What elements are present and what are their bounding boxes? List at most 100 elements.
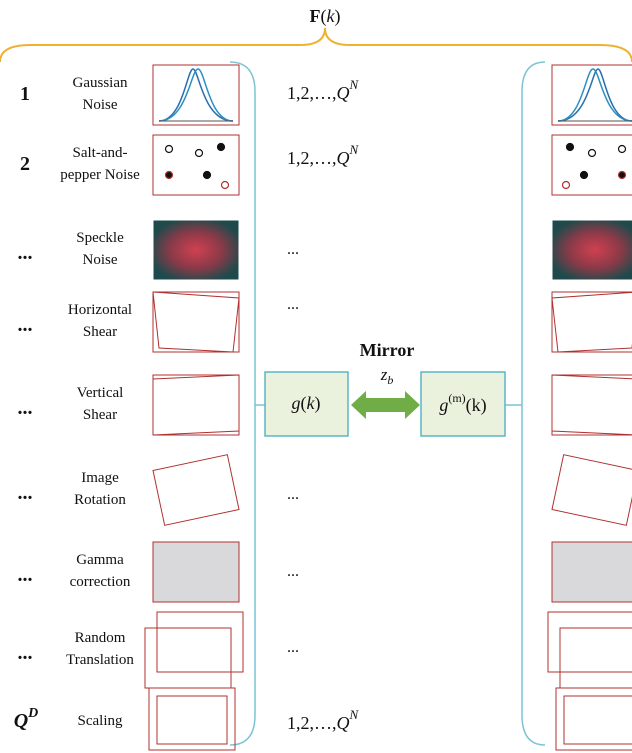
- thumb-frame: [552, 292, 632, 352]
- diagram: F(k)Mirrorzbg(k)g(m)(k)1GaussianNoise1,2…: [0, 0, 632, 753]
- thumbnail: [153, 375, 239, 435]
- text-part: ...: [287, 296, 299, 313]
- row-range: ...: [287, 563, 299, 580]
- text-part: 1,2,…,: [287, 713, 337, 733]
- text-part: Horizontal: [68, 302, 132, 318]
- thumb-frame: [153, 542, 239, 602]
- text-part: N: [349, 707, 360, 722]
- dot: [567, 144, 574, 151]
- text-part: 2: [20, 153, 30, 175]
- text-part: (m): [448, 391, 465, 405]
- text-part: N: [349, 77, 360, 92]
- text-part: b: [387, 373, 393, 387]
- thumb-frame: [149, 688, 235, 750]
- text-part: Random: [75, 630, 126, 646]
- thumbnail: [153, 292, 239, 352]
- text-part: ...: [287, 241, 299, 258]
- text-part: ...: [18, 397, 33, 419]
- g-label: g(k): [292, 393, 321, 414]
- dot: [222, 182, 229, 189]
- row-name: Image: [81, 470, 119, 486]
- dot: [589, 150, 596, 157]
- text-part: Gaussian: [73, 75, 128, 91]
- text-part: ...: [18, 642, 33, 664]
- thumb-frame: [153, 220, 239, 280]
- row-index: ...: [18, 564, 33, 586]
- rotated: [153, 455, 239, 526]
- text-part: Noise: [83, 252, 118, 268]
- dot: [218, 144, 225, 151]
- thumbnail-mirror: [552, 135, 632, 195]
- text-part: g: [439, 395, 448, 415]
- text-part: Mirror: [360, 340, 415, 360]
- dot: [619, 146, 626, 153]
- row-name: Salt-and-: [73, 145, 128, 161]
- text-part: Shear: [83, 407, 117, 423]
- thumbnail: [149, 688, 235, 750]
- text-part: ...: [287, 486, 299, 503]
- thumb-frame: [153, 292, 239, 352]
- thumb-frame: [552, 375, 632, 435]
- row-name: Gaussian: [73, 75, 128, 91]
- top-brace: [0, 28, 632, 62]
- text-part: Image: [81, 470, 119, 486]
- thumbnail: [153, 455, 239, 526]
- row-index: ...: [18, 397, 33, 419]
- thumbnail-mirror: [556, 688, 632, 750]
- row-index: ...: [18, 314, 33, 336]
- row-name: Scaling: [78, 713, 123, 729]
- row-range: ...: [287, 486, 299, 503]
- text-part: Q: [337, 83, 350, 103]
- text-part: ): [335, 6, 341, 27]
- row-index: ...: [18, 482, 33, 504]
- dot: [166, 146, 173, 153]
- text-part: Scaling: [78, 713, 123, 729]
- thumbnail-mirror: [552, 220, 632, 280]
- row-name: Shear: [83, 324, 117, 340]
- text-part: correction: [70, 574, 131, 590]
- text-part: Noise: [83, 97, 118, 113]
- row-name: Horizontal: [68, 302, 132, 318]
- thumb-frame: [556, 688, 632, 750]
- latent-label: zb: [380, 365, 394, 387]
- row-name: Noise: [83, 97, 118, 113]
- row-index: ...: [18, 642, 33, 664]
- text-part: Q: [337, 713, 350, 733]
- text-part: Speckle: [76, 230, 124, 246]
- row-index: 2: [20, 153, 30, 175]
- thumbnail: [145, 612, 243, 688]
- row-name: Vertical: [77, 385, 124, 401]
- scaled: [564, 696, 632, 744]
- text-part: ...: [18, 482, 33, 504]
- dot: [204, 172, 211, 179]
- text-part: Vertical: [77, 385, 124, 401]
- row-index: ...: [18, 242, 33, 264]
- row-name: Shear: [83, 407, 117, 423]
- thumbnail: [153, 65, 239, 125]
- translated: [548, 612, 632, 672]
- thumbnail-mirror: [548, 612, 632, 688]
- row-range: 1,2,…,QN: [287, 707, 360, 733]
- thumb-frame: [552, 542, 632, 602]
- scaled: [157, 696, 227, 744]
- text-part: ...: [18, 564, 33, 586]
- thumbnail-mirror: [552, 542, 632, 602]
- thumbnail-mirror: [552, 455, 632, 526]
- text-part: N: [349, 142, 360, 157]
- dot: [619, 172, 626, 179]
- double-arrow: [351, 391, 420, 419]
- translated: [157, 612, 243, 672]
- text-part: ...: [287, 563, 299, 580]
- text-part: Shear: [83, 324, 117, 340]
- right-bracket: [522, 62, 545, 745]
- row-name: pepper Noise: [60, 167, 140, 183]
- row-name: Gamma: [76, 552, 124, 568]
- text-part: ...: [18, 242, 33, 264]
- row-name: Random: [75, 630, 126, 646]
- text-part: Salt-and-: [73, 145, 128, 161]
- thumbnail: [153, 135, 239, 195]
- thumb-frame: [560, 628, 632, 688]
- text-part: 1,2,…,: [287, 148, 337, 168]
- thumbnail-mirror: [552, 65, 632, 125]
- text-part: 1,2,…,: [287, 83, 337, 103]
